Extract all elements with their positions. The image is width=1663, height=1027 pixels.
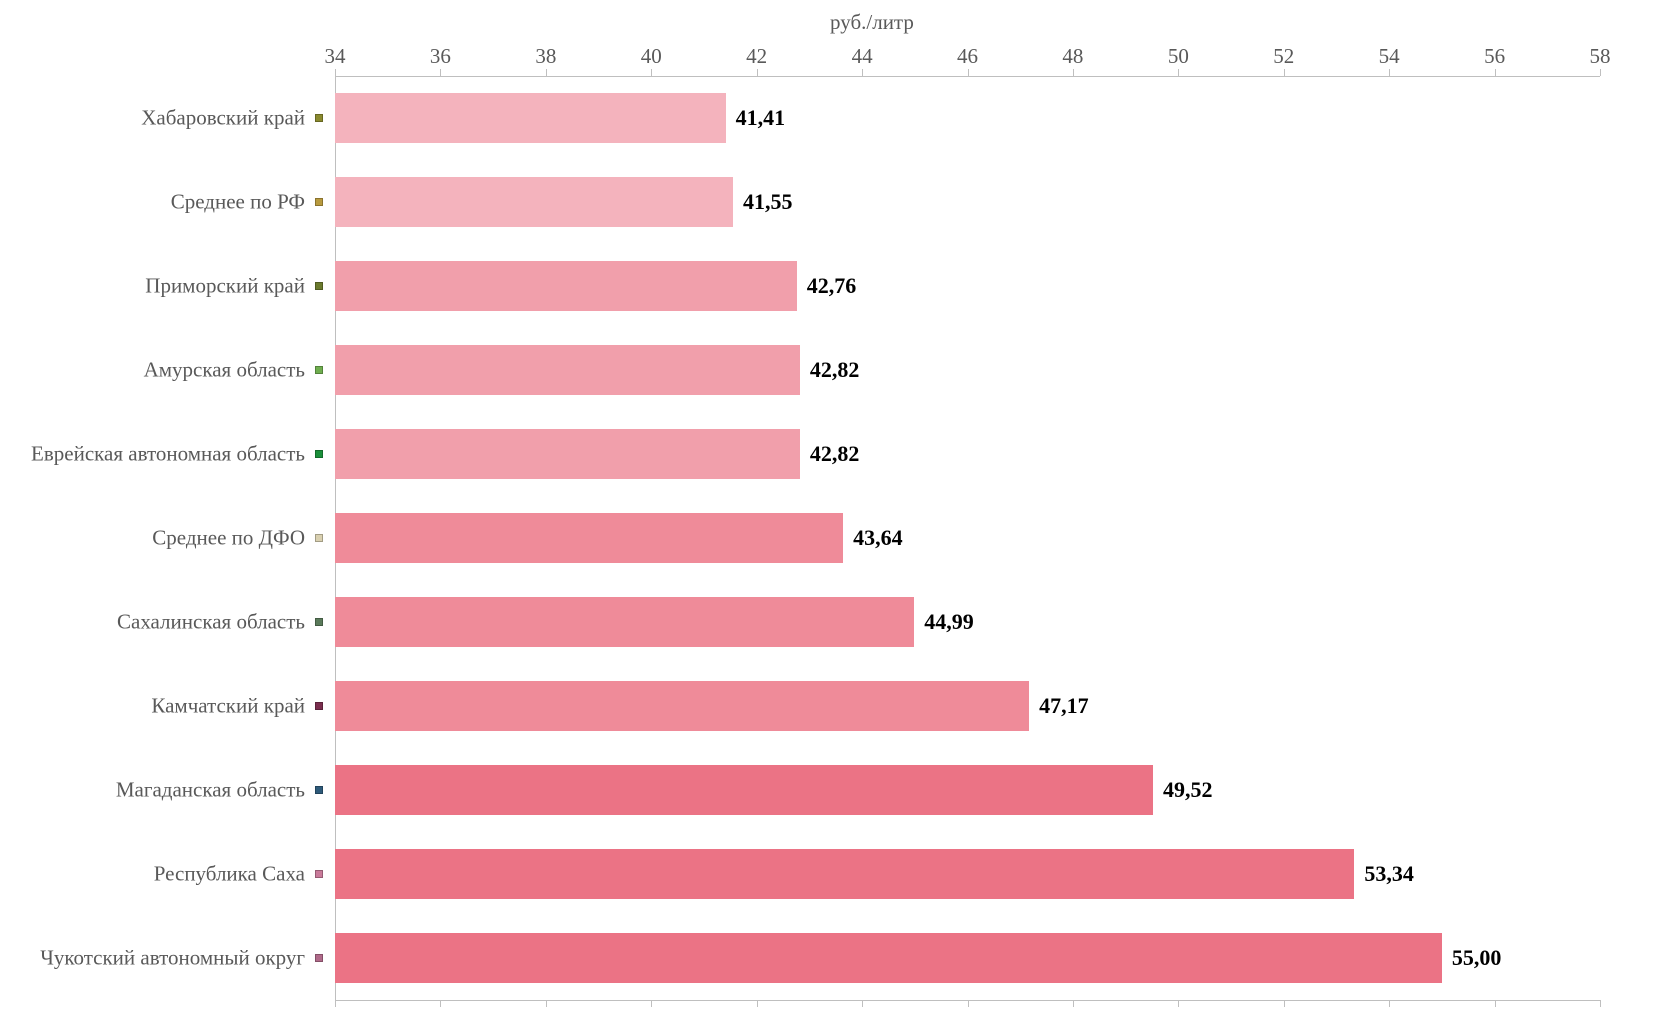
data-bar	[335, 513, 843, 563]
x-tick-mark-top	[440, 69, 441, 76]
x-tick-mark-bottom	[1495, 1000, 1496, 1007]
x-tick-mark-bottom	[1284, 1000, 1285, 1007]
category-marker-icon	[315, 702, 323, 710]
category-label: Республика Саха	[154, 862, 305, 887]
category-marker-icon	[315, 114, 323, 122]
value-label: 42,82	[810, 441, 860, 467]
x-tick-label: 58	[1590, 44, 1611, 69]
category-marker-icon	[315, 282, 323, 290]
x-tick-mark-bottom	[651, 1000, 652, 1007]
category-marker-icon	[315, 366, 323, 374]
x-tick-mark-top	[1284, 69, 1285, 76]
x-tick-mark-bottom	[335, 1000, 336, 1007]
value-label: 55,00	[1452, 945, 1502, 971]
x-tick-mark-top	[968, 69, 969, 76]
x-tick-mark-bottom	[1389, 1000, 1390, 1007]
x-tick-mark-top	[335, 69, 336, 76]
x-tick-label: 44	[852, 44, 873, 69]
x-tick-label: 48	[1062, 44, 1083, 69]
value-label: 47,17	[1039, 693, 1089, 719]
x-tick-label: 50	[1168, 44, 1189, 69]
category-marker-icon	[315, 450, 323, 458]
data-bar	[335, 597, 914, 647]
category-marker-icon	[315, 786, 323, 794]
value-label: 43,64	[853, 525, 903, 551]
value-label: 42,82	[810, 357, 860, 383]
x-tick-mark-top	[1600, 69, 1601, 76]
x-tick-mark-bottom	[546, 1000, 547, 1007]
category-label: Среднее по ДФО	[152, 526, 305, 551]
data-bar	[335, 849, 1354, 899]
data-bar	[335, 93, 726, 143]
x-tick-label: 52	[1273, 44, 1294, 69]
x-tick-mark-bottom	[1178, 1000, 1179, 1007]
category-label: Еврейская автономная область	[31, 442, 305, 467]
value-label: 44,99	[924, 609, 974, 635]
value-label: 49,52	[1163, 777, 1213, 803]
data-bar	[335, 933, 1442, 983]
category-marker-icon	[315, 870, 323, 878]
category-label: Приморский край	[145, 274, 305, 299]
category-marker-icon	[315, 618, 323, 626]
category-marker-icon	[315, 198, 323, 206]
data-bar	[335, 345, 800, 395]
x-tick-mark-top	[1178, 69, 1179, 76]
category-label: Среднее по РФ	[171, 190, 305, 215]
category-label: Хабаровский край	[141, 106, 305, 131]
x-tick-label: 40	[641, 44, 662, 69]
x-tick-mark-top	[1073, 69, 1074, 76]
x-tick-mark-bottom	[1073, 1000, 1074, 1007]
value-label: 41,55	[743, 189, 793, 215]
x-tick-mark-bottom	[862, 1000, 863, 1007]
x-tick-mark-bottom	[757, 1000, 758, 1007]
x-tick-label: 54	[1379, 44, 1400, 69]
x-tick-label: 46	[957, 44, 978, 69]
x-tick-mark-top	[1389, 69, 1390, 76]
x-tick-label: 56	[1484, 44, 1505, 69]
value-label: 42,76	[807, 273, 857, 299]
x-tick-label: 36	[430, 44, 451, 69]
data-bar	[335, 429, 800, 479]
x-tick-mark-bottom	[440, 1000, 441, 1007]
x-tick-label: 34	[325, 44, 346, 69]
category-label: Камчатский край	[151, 694, 305, 719]
x-tick-label: 38	[535, 44, 556, 69]
category-marker-icon	[315, 954, 323, 962]
x-tick-mark-bottom	[1600, 1000, 1601, 1007]
value-label: 41,41	[736, 105, 786, 131]
data-bar	[335, 681, 1029, 731]
data-bar	[335, 261, 797, 311]
x-tick-mark-bottom	[968, 1000, 969, 1007]
category-label: Амурская область	[144, 358, 305, 383]
price-bar-chart: руб./литр 34 36 38 40 42 44 46 48 50 52 54 56 58 Хабар…	[0, 0, 1663, 1027]
data-bar	[335, 177, 733, 227]
x-axis-line-top	[335, 76, 1600, 77]
category-marker-icon	[315, 534, 323, 542]
x-tick-mark-top	[757, 69, 758, 76]
value-label: 53,34	[1364, 861, 1414, 887]
data-bar	[335, 765, 1153, 815]
category-label: Сахалинская область	[117, 610, 305, 635]
x-tick-mark-top	[546, 69, 547, 76]
x-tick-mark-top	[862, 69, 863, 76]
x-axis-title: руб./литр	[830, 10, 914, 35]
x-tick-mark-top	[651, 69, 652, 76]
x-tick-mark-top	[1495, 69, 1496, 76]
category-label: Чукотский автономный округ	[40, 946, 305, 971]
x-tick-label: 42	[746, 44, 767, 69]
category-label: Магаданская область	[116, 778, 305, 803]
